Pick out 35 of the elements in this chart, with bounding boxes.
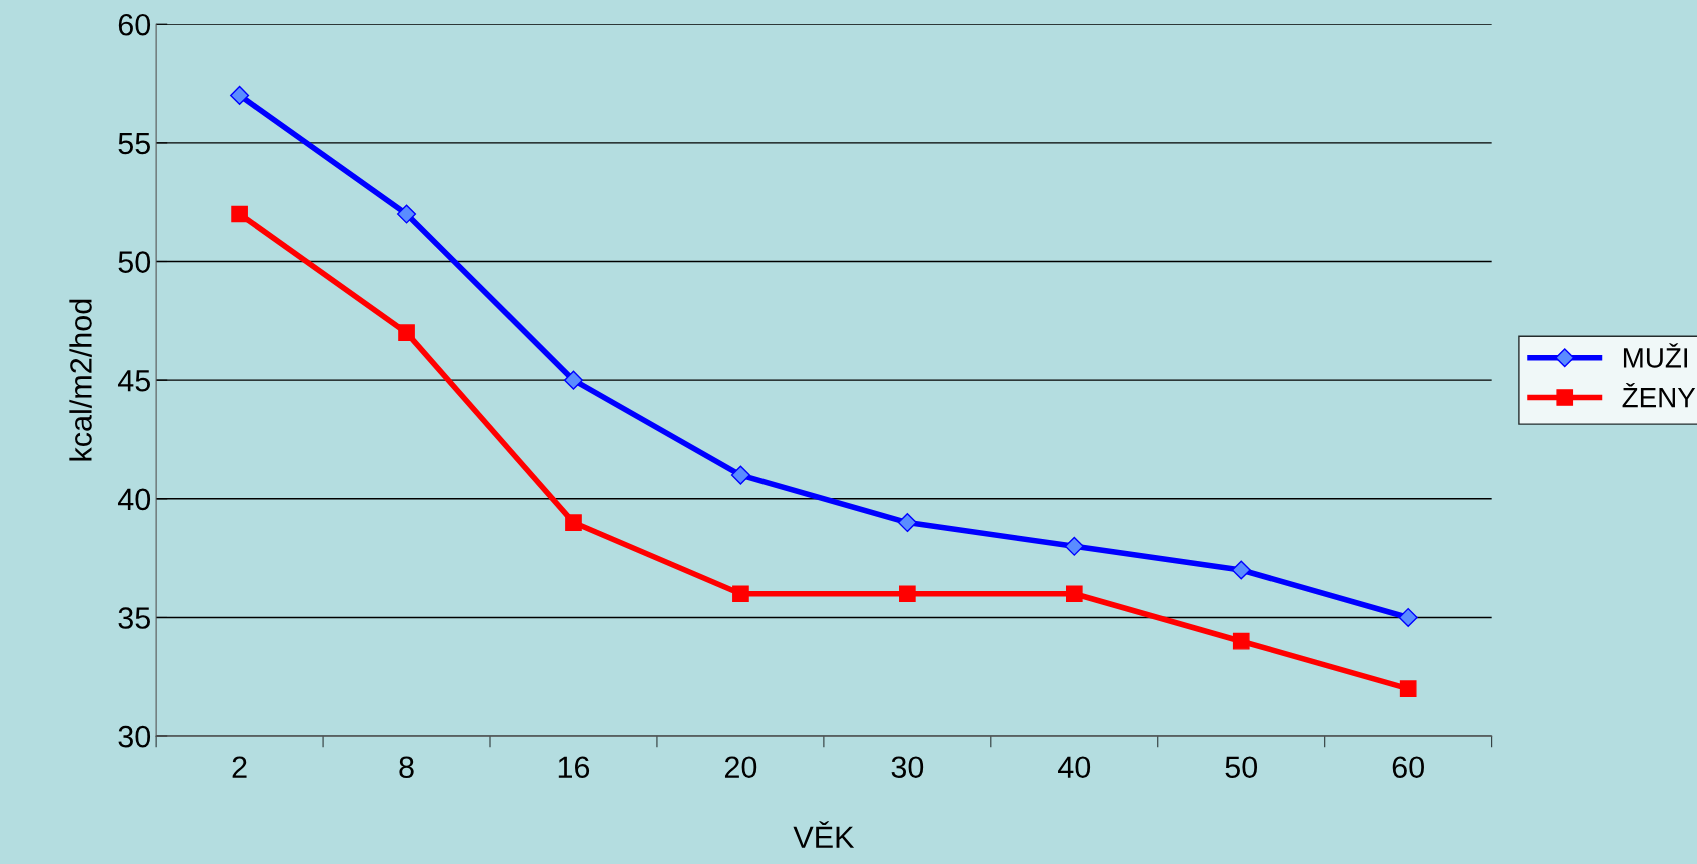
x-tick-label: 60 bbox=[1392, 756, 1424, 779]
x-tick-label: 2 bbox=[232, 756, 247, 778]
x-tick-label: 20 bbox=[724, 756, 757, 779]
point bbox=[899, 585, 916, 603]
y-tick-label: 40 bbox=[117, 488, 151, 511]
point bbox=[1399, 680, 1417, 697]
point bbox=[563, 370, 584, 390]
point bbox=[231, 205, 248, 223]
point bbox=[1398, 607, 1418, 628]
point bbox=[565, 514, 582, 531]
legend-label: ŽENY bbox=[1622, 382, 1696, 408]
x-axis-title: VĚK bbox=[793, 821, 855, 848]
legend-label: MUŽI bbox=[1623, 343, 1688, 368]
x-tick-label: 50 bbox=[1225, 756, 1258, 779]
point bbox=[1065, 585, 1083, 603]
y-tick-label: 45 bbox=[117, 370, 150, 392]
point bbox=[398, 324, 415, 342]
y-tick-label: 55 bbox=[118, 132, 150, 155]
point bbox=[897, 513, 917, 533]
y-tick-label: 50 bbox=[118, 251, 151, 273]
y-tick-label: 60 bbox=[118, 13, 151, 36]
point bbox=[1064, 536, 1084, 556]
point bbox=[397, 204, 417, 224]
y-tick-label: 30 bbox=[118, 725, 151, 748]
y-axis-title: kcal/m2/hod bbox=[69, 299, 92, 461]
point bbox=[732, 585, 749, 603]
point bbox=[730, 465, 750, 485]
point bbox=[1232, 632, 1250, 650]
point bbox=[1231, 560, 1251, 580]
x-tick-label: 40 bbox=[1058, 756, 1091, 779]
y-tick-label: 35 bbox=[118, 607, 150, 629]
x-tick-label: 30 bbox=[891, 756, 924, 779]
x-tick-label: 8 bbox=[399, 756, 414, 779]
point bbox=[230, 85, 250, 105]
x-tick-label: 16 bbox=[558, 756, 590, 779]
